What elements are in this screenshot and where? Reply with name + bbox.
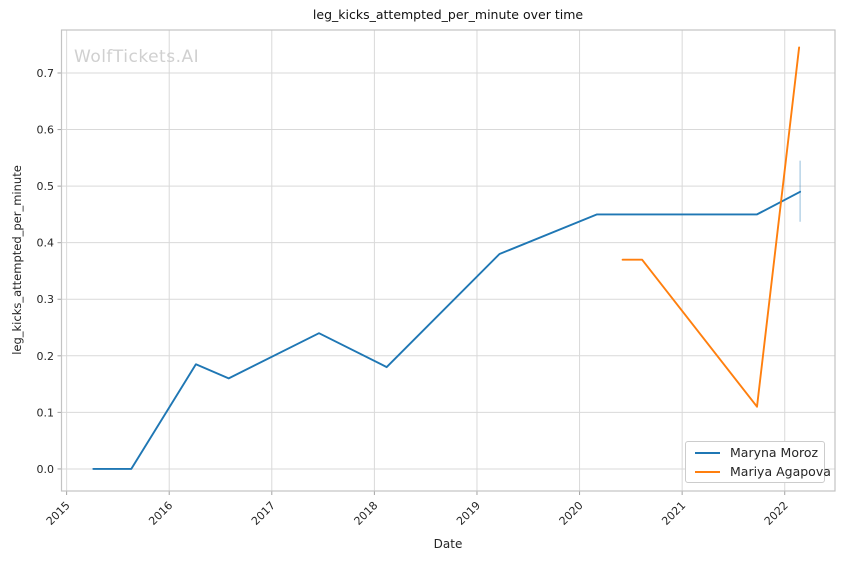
y-tick-label: 0.1 [37,406,55,419]
x-tick-label: 2021 [659,499,688,528]
x-tick-label: 2018 [352,499,381,528]
y-tick-label: 0.5 [37,180,55,193]
y-tick-label: 0.0 [37,463,55,476]
y-tick-label: 0.3 [37,293,55,306]
watermark: WolfTickets.AI [74,47,200,67]
legend-label: Mariya Agapova [730,464,831,479]
legend-line-swatch-blue [695,451,720,454]
legend-line-swatch-orange [695,470,720,473]
chart-title: leg_kicks_attempted_per_minute over time [312,7,584,22]
series-line-maryna-moroz [92,190,802,470]
legend-item-mariya-agapova: Mariya Agapova [686,464,831,480]
x-tick-label: 2022 [762,499,791,528]
x-tick-label: 2019 [454,499,483,528]
y-tick-label: 0.6 [37,124,55,137]
x-tick-label: 2015 [44,499,73,528]
legend-label: Maryna Moroz [730,445,819,460]
y-tick-label: 0.7 [37,67,55,80]
x-tick-label: 2016 [146,499,175,528]
plot-border [60,29,836,492]
x-axis-label: Date [433,537,463,551]
x-tick-label: 2020 [557,499,586,528]
legend: Maryna Moroz Mariya Agapova [685,441,831,483]
y-axis-label: leg_kicks_attempted_per_minute [10,165,24,355]
legend-item-maryna-moroz: Maryna Moroz [686,445,824,461]
y-tick-label: 0.2 [37,350,55,363]
x-tick-label: 2017 [249,499,278,528]
y-tick-label: 0.4 [37,237,55,250]
series-line-mariya-agapova [621,46,801,408]
